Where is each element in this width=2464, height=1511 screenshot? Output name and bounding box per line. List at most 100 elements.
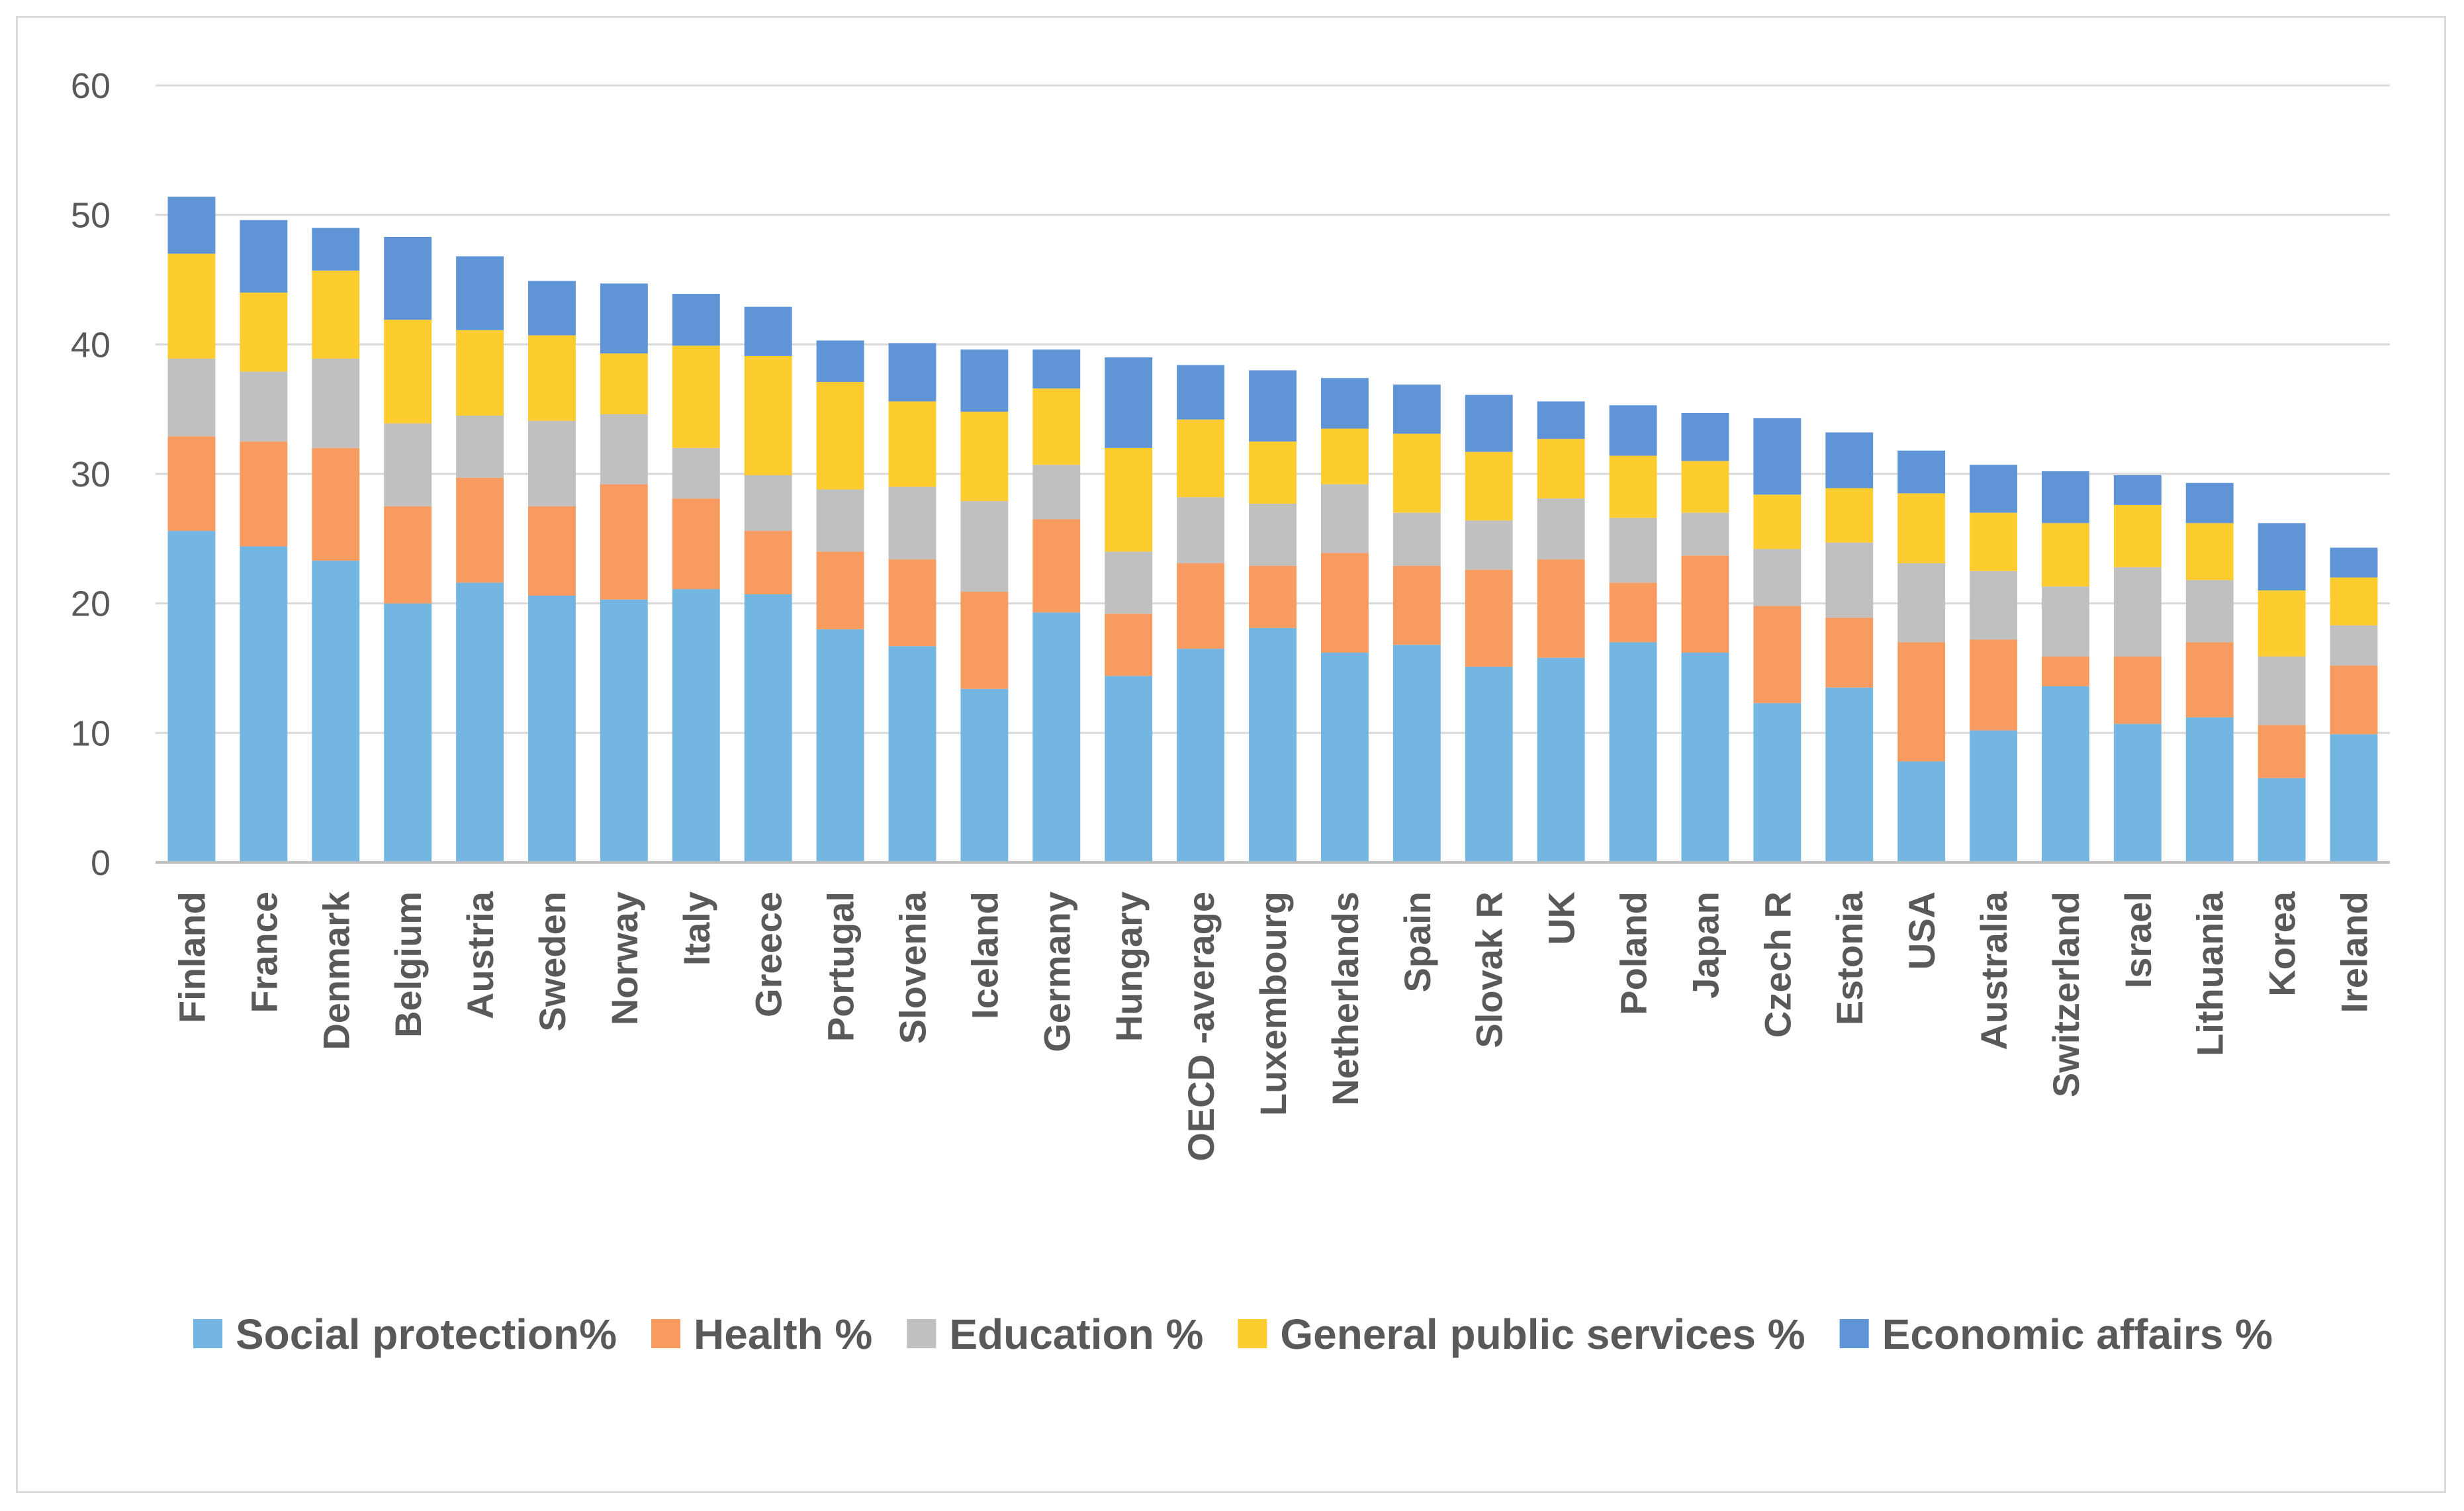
bar-segment: [167, 436, 216, 531]
bar-segment: [2113, 656, 2162, 724]
bar-segment: [816, 629, 864, 862]
bars: [167, 197, 2378, 862]
bar-segment: [2258, 523, 2306, 591]
bar-segment: [1320, 378, 1369, 429]
bar-segment: [384, 506, 432, 604]
bar-segment: [1177, 419, 1225, 498]
bar-segment: [384, 603, 432, 862]
bar-segment: [2330, 665, 2378, 735]
bar-segment: [312, 270, 360, 359]
bar-segment: [960, 412, 1009, 502]
x-tick-label: Netherlands: [1324, 892, 1366, 1106]
bar-segment: [2258, 778, 2306, 862]
x-tick-label: Slovak R: [1469, 892, 1510, 1048]
bar-segment: [1753, 549, 1802, 606]
x-tick-label: Italy: [676, 892, 717, 966]
x-tick-label: France: [243, 892, 285, 1013]
bar-segment: [384, 236, 432, 320]
bar-segment: [1392, 645, 1441, 862]
bar-segment: [744, 475, 792, 531]
bar-segment: [1681, 555, 1729, 653]
x-tick-label: Ireland: [2334, 892, 2375, 1013]
bar-segment: [1609, 642, 1657, 862]
bar-segment: [2041, 586, 2089, 657]
y-axis-ticks: 0 10 20 30 40 50 60: [71, 66, 111, 883]
bar-segment: [1537, 559, 1585, 658]
bar-segment: [1681, 461, 1729, 513]
bar-segment: [1537, 401, 1585, 439]
x-tick-label: Austria: [459, 891, 501, 1019]
x-tick-label: Estonia: [1829, 891, 1870, 1025]
bar-segment: [744, 531, 792, 594]
x-tick-label: Luxembourg: [1252, 892, 1294, 1116]
x-tick-label: Greece: [748, 892, 790, 1017]
bar-segment: [816, 551, 864, 629]
x-tick-label: Korea: [2261, 891, 2303, 997]
bar-segment: [1032, 349, 1081, 389]
bar-segment: [1825, 542, 1874, 618]
legend-swatch: [1238, 1319, 1267, 1348]
bar-segment: [1249, 504, 1297, 566]
bar-segment: [1177, 497, 1225, 564]
bar-segment: [167, 253, 216, 359]
bar-segment: [1032, 519, 1081, 613]
bar-segment: [600, 283, 648, 354]
bar-segment: [384, 423, 432, 506]
bar-segment: [1392, 565, 1441, 645]
legend-item: Health %: [651, 1310, 872, 1358]
legend-label: Health %: [694, 1310, 872, 1358]
bar-segment: [1681, 413, 1729, 461]
bar-segment: [2330, 577, 2378, 625]
bar-segment: [2330, 547, 2378, 578]
bar-segment: [888, 559, 936, 647]
bar-segment: [888, 486, 936, 560]
x-tick-label: Norway: [604, 892, 645, 1025]
y-tick-label: 30: [71, 455, 111, 494]
bar-segment: [1753, 606, 1802, 704]
bar-segment: [240, 293, 288, 372]
legend: Social protection% Health % Education % Gen…: [193, 1310, 2273, 1358]
bar-segment: [672, 498, 720, 590]
bar-segment: [1320, 653, 1369, 862]
bar-segment: [1032, 465, 1081, 520]
bar-segment: [1897, 563, 1946, 643]
x-tick-label: Lithuania: [2189, 891, 2231, 1056]
bar-segment: [1825, 687, 1874, 862]
bar-segment: [456, 582, 504, 862]
bar-segment: [1970, 512, 2017, 571]
bar-segment: [2113, 504, 2162, 567]
bar-segment: [672, 589, 720, 862]
bar-segment: [1537, 657, 1585, 862]
bar-segment: [456, 256, 504, 330]
bar-segment: [600, 599, 648, 862]
bar-segment: [1032, 612, 1081, 862]
bar-segment: [1537, 498, 1585, 560]
bar-segment: [960, 349, 1009, 412]
bar-segment: [1753, 494, 1802, 549]
bar-segment: [1465, 451, 1513, 521]
legend-label: Education %: [949, 1310, 1203, 1358]
x-tick-label: Slovenia: [891, 891, 933, 1044]
bar-segment: [2185, 523, 2234, 580]
bar-segment: [456, 477, 504, 583]
bar-segment: [1897, 450, 1946, 494]
bar-segment: [744, 594, 792, 862]
bar-segment: [1177, 365, 1225, 420]
legend-label: Economic affairs %: [1882, 1310, 2273, 1358]
chart-frame: 0 10 20 30 40 50 60 Finland France Denmark Belgiu…: [16, 16, 2446, 1493]
x-tick-label: Hungary: [1108, 892, 1150, 1042]
bar-segment: [456, 330, 504, 416]
bar-segment: [2041, 686, 2089, 862]
legend-swatch: [907, 1319, 936, 1348]
bar-segment: [1897, 642, 1946, 762]
x-tick-label: Denmark: [315, 891, 357, 1050]
bar-segment: [888, 343, 936, 402]
bar-segment: [2258, 656, 2306, 725]
bar-segment: [167, 531, 216, 862]
legend-swatch: [651, 1319, 681, 1348]
x-tick-label: Spain: [1396, 892, 1438, 992]
bar-segment: [312, 447, 360, 561]
x-tick-label: OECD -average: [1180, 892, 1222, 1162]
bar-segment: [1970, 571, 2017, 640]
bar-segment: [1897, 761, 1946, 862]
